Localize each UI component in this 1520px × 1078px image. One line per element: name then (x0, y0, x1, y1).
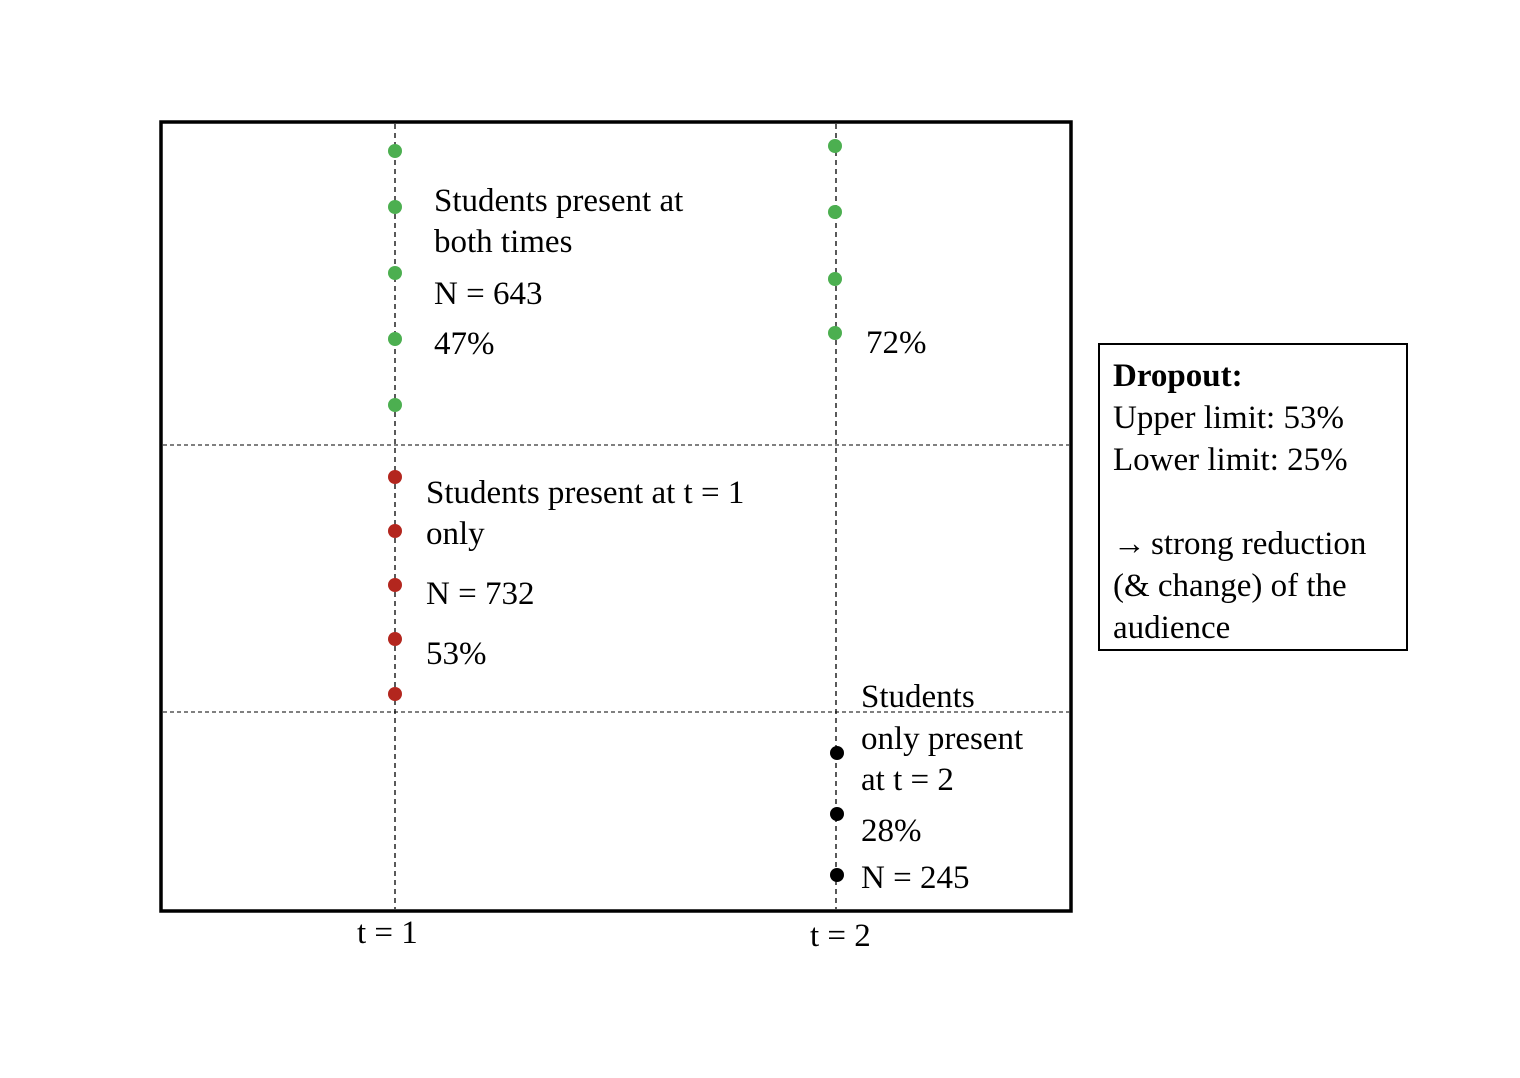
dot-both-t2 (828, 272, 842, 286)
dropout-conclusion-line3: audience (1113, 610, 1231, 646)
dropout-box: Dropout: Upper limit: 53% Lower limit: 2… (1098, 343, 1408, 651)
both-pct-t2: 72% (866, 325, 927, 361)
t2-only-pct: 28% (861, 813, 922, 849)
dot-t1-only (388, 578, 402, 592)
dot-both-t2 (828, 326, 842, 340)
dot-both-t1 (388, 144, 402, 158)
dots-both-t1 (388, 144, 402, 412)
dot-both-t1 (388, 266, 402, 280)
axis-label-t1: t = 1 (357, 915, 418, 951)
dots-t2-only (830, 746, 844, 882)
t1-only-n: N = 732 (426, 576, 534, 612)
t1-only-pct: 53% (426, 636, 487, 672)
t2-only-label-line2: only present (861, 721, 1023, 757)
dropout-upper-limit: Upper limit: 53% (1113, 400, 1344, 436)
dots-t1-only (388, 470, 402, 701)
dropout-conclusion-line1: strong reduction (1151, 526, 1367, 562)
dot-both-t2 (828, 139, 842, 153)
dots-both-t2 (828, 139, 842, 340)
dot-both-t1 (388, 398, 402, 412)
dropout-title: Dropout: (1113, 358, 1243, 394)
dot-t2-only (830, 807, 844, 821)
dropout-conclusion-line1-row: → strong reduction (1113, 523, 1406, 565)
dot-both-t1 (388, 200, 402, 214)
dropout-spacer (1113, 481, 1406, 523)
dropout-lower-limit: Lower limit: 25% (1113, 442, 1348, 478)
both-pct-t1: 47% (434, 326, 495, 362)
t2-only-label-line1: Students (861, 679, 975, 715)
dot-t1-only (388, 687, 402, 701)
diagram-frame (159, 120, 1073, 913)
dot-t1-only (388, 632, 402, 646)
t1-only-label-line2: only (426, 516, 485, 552)
t1-only-label-line1: Students present at t = 1 (426, 475, 744, 511)
dot-t1-only (388, 470, 402, 484)
t2-only-label-line3: at t = 2 (861, 762, 954, 798)
dot-both-t1 (388, 332, 402, 346)
axis-label-t2: t = 2 (810, 918, 871, 954)
both-label-line2: both times (434, 224, 572, 260)
t2-only-n: N = 245 (861, 860, 969, 896)
dropout-conclusion-line2: (& change) of the (1113, 568, 1347, 604)
both-label-line1: Students present at (434, 183, 683, 219)
both-n: N = 643 (434, 276, 542, 312)
dot-t2-only (830, 868, 844, 882)
dot-t2-only (830, 746, 844, 760)
right-arrow-icon: → (1113, 526, 1146, 562)
dot-t1-only (388, 524, 402, 538)
dot-both-t2 (828, 205, 842, 219)
